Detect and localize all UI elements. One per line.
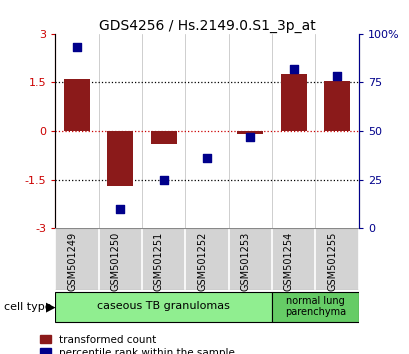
Point xyxy=(74,45,80,50)
Point xyxy=(290,66,296,72)
Point xyxy=(160,177,166,183)
Text: normal lung
parenchyma: normal lung parenchyma xyxy=(284,296,345,317)
Point xyxy=(247,134,253,139)
Bar xyxy=(107,131,133,186)
Text: GSM501253: GSM501253 xyxy=(240,232,250,291)
Legend: transformed count, percentile rank within the sample: transformed count, percentile rank withi… xyxy=(38,333,236,354)
Bar xyxy=(272,292,358,322)
Text: ▶: ▶ xyxy=(46,301,56,314)
Text: GSM501250: GSM501250 xyxy=(110,232,120,291)
Title: GDS4256 / Hs.2149.0.S1_3p_at: GDS4256 / Hs.2149.0.S1_3p_at xyxy=(99,19,315,33)
Point xyxy=(117,206,124,212)
Bar xyxy=(323,81,349,131)
Text: GSM501251: GSM501251 xyxy=(153,232,163,291)
Text: cell type: cell type xyxy=(4,302,52,312)
Text: GSM501249: GSM501249 xyxy=(67,232,77,291)
Point xyxy=(203,155,210,161)
Bar xyxy=(237,131,263,134)
Text: GSM501254: GSM501254 xyxy=(283,232,293,291)
Text: GSM501252: GSM501252 xyxy=(197,232,207,291)
Text: caseous TB granulomas: caseous TB granulomas xyxy=(97,301,229,312)
Bar xyxy=(55,292,272,322)
Bar xyxy=(64,79,90,131)
Text: GSM501255: GSM501255 xyxy=(326,232,336,291)
Bar xyxy=(280,74,306,131)
Point xyxy=(333,74,339,79)
Bar xyxy=(151,131,176,144)
